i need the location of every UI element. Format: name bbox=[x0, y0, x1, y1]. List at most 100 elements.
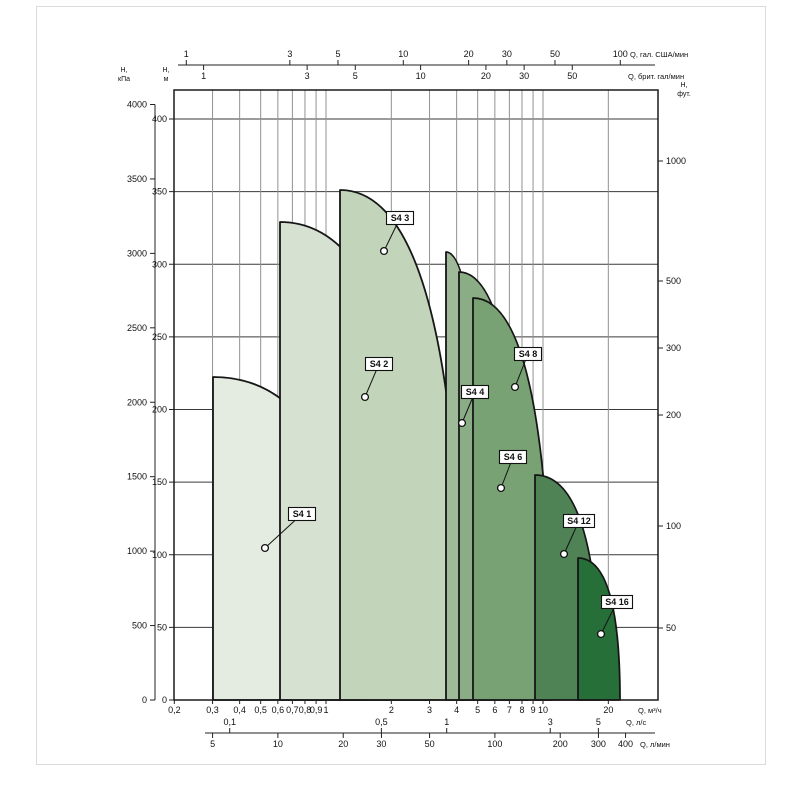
brit-gpm-tick-label: 1 bbox=[201, 71, 206, 81]
m3h-tick-label: 3 bbox=[427, 705, 432, 715]
lmin-tick-label: 50 bbox=[425, 739, 435, 749]
callout-dot bbox=[596, 629, 606, 639]
axis-label-m: м bbox=[164, 76, 169, 83]
brit-gpm-tick-label: 20 bbox=[481, 71, 491, 81]
m3h-tick-label: 7 bbox=[507, 705, 512, 715]
callout-s4-2: S4 2 bbox=[360, 356, 394, 402]
callout-s4-16: S4 16 bbox=[596, 594, 634, 639]
callout-dot bbox=[379, 246, 389, 256]
pump-model-label: S4 12 bbox=[567, 516, 591, 526]
axis-top-gallons: 1 3 5 10 20 30 50 100 1 3 5 10 20 30 50 Q, гал. США/мин… bbox=[178, 49, 688, 81]
axis-label-m: H, bbox=[163, 67, 170, 74]
region-s4-3 bbox=[339, 189, 464, 701]
plot-frame bbox=[173, 89, 659, 701]
axis-label-feet: H, bbox=[681, 82, 688, 89]
feet-tick-label: 500 bbox=[666, 276, 681, 286]
m-tick-label: 200 bbox=[152, 405, 167, 415]
feet-tick-label: 200 bbox=[666, 410, 681, 420]
kpa-tick-label: 1000 bbox=[127, 546, 147, 556]
callout-box bbox=[600, 594, 634, 610]
brit-gpm-tick-label: 10 bbox=[416, 71, 426, 81]
us-gpm-tick-label: 20 bbox=[464, 49, 474, 59]
callout-s4-3: S4 3 bbox=[379, 210, 415, 256]
callout-dot bbox=[510, 382, 520, 392]
axis-bottom-ls-lmin: 0,1 0,5 1 3 5 5 10 20 30 50 100 200 300 400 Q, л/с Q, л… bbox=[205, 717, 670, 749]
pump-regions bbox=[212, 189, 621, 701]
axis-label-lmin: Q, л/мин bbox=[640, 740, 670, 749]
axis-label-feet: фут. bbox=[677, 91, 691, 98]
m-tick-label: 150 bbox=[152, 477, 167, 487]
ls-tick-label: 0,5 bbox=[375, 717, 388, 727]
m3h-tick-label: 0,2 bbox=[168, 705, 181, 715]
kpa-tick-label: 3000 bbox=[127, 248, 147, 258]
feet-tick-label: 300 bbox=[666, 343, 681, 353]
callout-s4-12: S4 12 bbox=[559, 513, 596, 559]
callout-box bbox=[287, 506, 317, 522]
pump-model-label: S4 4 bbox=[466, 387, 485, 397]
m-tick-label: 350 bbox=[152, 187, 167, 197]
callout-dot bbox=[360, 392, 370, 402]
axis-label-kpa: кПа bbox=[118, 76, 130, 83]
callout-dot bbox=[496, 483, 506, 493]
us-gpm-tick-label: 1 bbox=[184, 49, 189, 59]
axis-bottom-m3h: 0,2 0,3 0,4 0,5 0,6 0,7 0,80,9 1 2 3 4 5 6 7 8 9 10 20 Q, … bbox=[168, 700, 662, 715]
m3h-tick-label: 9 bbox=[531, 705, 536, 715]
pump-model-label: S4 3 bbox=[391, 213, 410, 223]
axis-left-m: 400 350 300 250 200 150 100 50 0 H, м bbox=[152, 67, 174, 705]
us-gpm-tick-label: 5 bbox=[335, 49, 340, 59]
m3h-tick-label: 10 bbox=[538, 705, 548, 715]
callout-box bbox=[364, 356, 394, 372]
lmin-tick-label: 400 bbox=[618, 739, 633, 749]
ls-tick-label: 5 bbox=[596, 717, 601, 727]
axis-label-us-gpm: Q, гал. США/мин bbox=[630, 50, 688, 59]
callout-box bbox=[385, 210, 415, 226]
feet-tick-label: 50 bbox=[666, 623, 676, 633]
m3h-tick-label: 1 bbox=[323, 705, 328, 715]
ls-tick-label: 0,1 bbox=[223, 717, 236, 727]
ls-tick-label: 3 bbox=[548, 717, 553, 727]
m3h-tick-label: 0,3 bbox=[206, 705, 219, 715]
lmin-tick-label: 10 bbox=[273, 739, 283, 749]
m3h-tick-label: 8 bbox=[519, 705, 524, 715]
m3h-tick-label: 4 bbox=[454, 705, 459, 715]
kpa-tick-label: 3500 bbox=[127, 174, 147, 184]
axis-right-feet: 1000 500 300 200 100 50 H, фут. bbox=[658, 82, 691, 633]
m3h-tick-label: 5 bbox=[475, 705, 480, 715]
us-gpm-tick-label: 30 bbox=[502, 49, 512, 59]
m-tick-label: 250 bbox=[152, 332, 167, 342]
m-tick-label: 100 bbox=[152, 550, 167, 560]
region-s4-16 bbox=[577, 557, 621, 701]
axis-label-kpa: H, bbox=[121, 67, 128, 74]
m3h-tick-label: 6 bbox=[492, 705, 497, 715]
m3h-tick-label: 0,6 bbox=[272, 705, 285, 715]
axis-left-kpa: 4000 3500 3000 2500 2000 1500 1000 500 0 H, кПа bbox=[118, 67, 156, 705]
axis-label-m3h: Q, м³/ч bbox=[638, 706, 662, 715]
lmin-tick-label: 100 bbox=[487, 739, 502, 749]
callout-dot bbox=[260, 543, 270, 553]
m3h-tick-label: 0,8 bbox=[299, 705, 312, 715]
m3h-tick-label: 0,7 bbox=[286, 705, 299, 715]
lmin-tick-label: 300 bbox=[591, 739, 606, 749]
callout-box bbox=[513, 346, 543, 362]
m-tick-label: 300 bbox=[152, 259, 167, 269]
m-tick-label: 0 bbox=[162, 695, 167, 705]
brit-gpm-tick-label: 30 bbox=[519, 71, 529, 81]
pump-model-label: S4 16 bbox=[605, 597, 629, 607]
m-tick-label: 400 bbox=[152, 114, 167, 124]
callout-s4-1: S4 1 bbox=[260, 506, 317, 553]
m-tick-label: 50 bbox=[157, 622, 167, 632]
kpa-tick-label: 2000 bbox=[127, 397, 147, 407]
lmin-tick-label: 20 bbox=[338, 739, 348, 749]
axis-label-ls: Q, л/с bbox=[626, 718, 646, 727]
kpa-tick-label: 2500 bbox=[127, 323, 147, 333]
pump-model-label: S4 1 bbox=[293, 509, 312, 519]
m3h-tick-label: 0,9 bbox=[310, 705, 323, 715]
callout-dot bbox=[457, 418, 467, 428]
pump-model-label: S4 2 bbox=[370, 359, 389, 369]
brit-gpm-tick-label: 5 bbox=[353, 71, 358, 81]
us-gpm-tick-label: 3 bbox=[287, 49, 292, 59]
m3h-tick-label: 2 bbox=[389, 705, 394, 715]
axis-label-brit-gpm: Q, брит. гал/мин bbox=[628, 72, 684, 81]
callout-box bbox=[460, 384, 490, 400]
